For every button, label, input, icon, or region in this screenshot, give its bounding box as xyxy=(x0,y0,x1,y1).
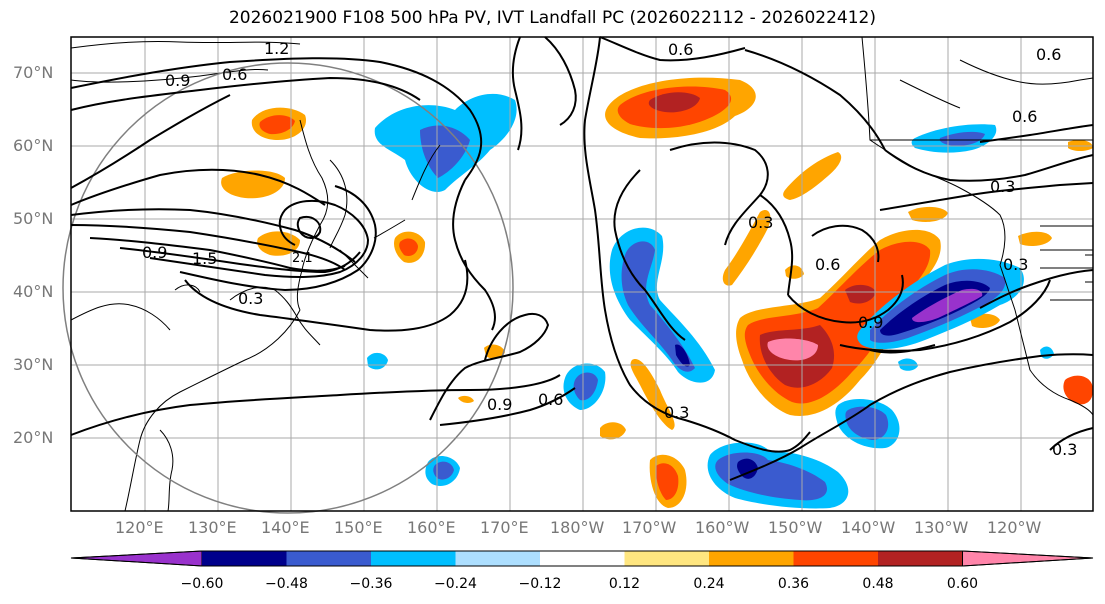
longitude-label: 130°E xyxy=(188,518,237,537)
contour-label: 0.6 xyxy=(538,390,563,409)
colorbar-segment xyxy=(455,551,540,566)
latitude-label: 30°N xyxy=(13,355,54,374)
contour-label: 1.5 xyxy=(192,249,217,268)
colorbar-segment xyxy=(878,551,963,566)
contour-label: 0.9 xyxy=(165,71,190,90)
colorbar-segment xyxy=(286,551,371,566)
longitude-label: 130°W xyxy=(914,518,969,537)
colorbar-tick-label: 0.60 xyxy=(946,576,979,592)
colorbar-segment xyxy=(371,551,456,566)
pv-contours xyxy=(70,36,1094,481)
longitude-label: 160°E xyxy=(407,518,456,537)
longitude-label: 170°W xyxy=(622,518,677,537)
contour-label: 0.3 xyxy=(238,289,263,308)
pv-anomaly-shading xyxy=(221,77,1093,509)
map-frame xyxy=(70,36,1094,512)
map-title: 2026021900 F108 500 hPa PV, IVT Landfall… xyxy=(228,8,876,28)
contour-label: 2.1 xyxy=(292,251,313,266)
contour-label: 0.9 xyxy=(142,243,167,262)
colorbar-tick-label: 0.48 xyxy=(862,576,894,592)
longitude-label: 150°E xyxy=(334,518,383,537)
latitude-label: 70°N xyxy=(13,63,54,82)
contour-label: 0.3 xyxy=(990,177,1015,196)
longitude-label: 140°W xyxy=(841,518,896,537)
longitude-label: 170°E xyxy=(480,518,529,537)
reference-circle xyxy=(62,62,514,514)
contour-label: 0.3 xyxy=(1052,440,1077,459)
colorbar-extend-low xyxy=(70,550,203,567)
colorbar-tick-label: 0.24 xyxy=(693,576,725,592)
contour-label: 0.6 xyxy=(1036,45,1061,64)
colorbar-tick-label: 0.36 xyxy=(777,576,810,592)
longitude-label: 150°W xyxy=(768,518,823,537)
contour-label: 0.3 xyxy=(748,213,773,232)
contour-label: 0.6 xyxy=(222,65,247,84)
colorbar-tick-label: −0.60 xyxy=(180,576,224,592)
contour-labels: 1.2 0.6 0.9 0.6 0.6 0.6 0.3 0.9 1.5 0.3 … xyxy=(142,39,1077,459)
longitude-label: 180°W xyxy=(550,518,605,537)
colorbar-segment xyxy=(540,551,625,566)
longitude-label: 120°E xyxy=(115,518,164,537)
colorbar-tick-label: −0.12 xyxy=(518,576,562,592)
contour-label: 0.9 xyxy=(858,313,883,332)
latitude-label: 40°N xyxy=(13,282,54,301)
colorbar-segment xyxy=(709,551,794,566)
longitude-label: 120°W xyxy=(987,518,1042,537)
colorbar-tick-label: −0.36 xyxy=(349,576,393,592)
colorbar xyxy=(70,550,1094,567)
latitude-label: 20°N xyxy=(13,428,54,447)
latitude-label: 50°N xyxy=(13,209,54,228)
colorbar-segment xyxy=(793,551,878,566)
colorbar-extend-high xyxy=(962,550,1094,567)
colorbar-segment xyxy=(624,551,709,566)
contour-label: 0.6 xyxy=(1012,107,1037,126)
contour-label: 0.6 xyxy=(815,255,840,274)
contour-label: 0.6 xyxy=(668,40,693,59)
longitude-label: 140°E xyxy=(261,518,310,537)
graticule xyxy=(71,37,1093,511)
colorbar-tick-label: −0.24 xyxy=(434,576,477,592)
colorbar-tick-label: −0.48 xyxy=(265,576,308,592)
longitude-label: 160°W xyxy=(695,518,750,537)
colorbar-segment xyxy=(202,551,287,566)
contour-label: 1.2 xyxy=(264,39,289,58)
colorbar-tick-label: 0.12 xyxy=(608,576,641,592)
contour-label: 0.9 xyxy=(487,395,512,414)
contour-label: 0.3 xyxy=(1003,255,1028,274)
contour-label: 0.3 xyxy=(664,403,689,422)
latitude-label: 60°N xyxy=(13,136,54,155)
